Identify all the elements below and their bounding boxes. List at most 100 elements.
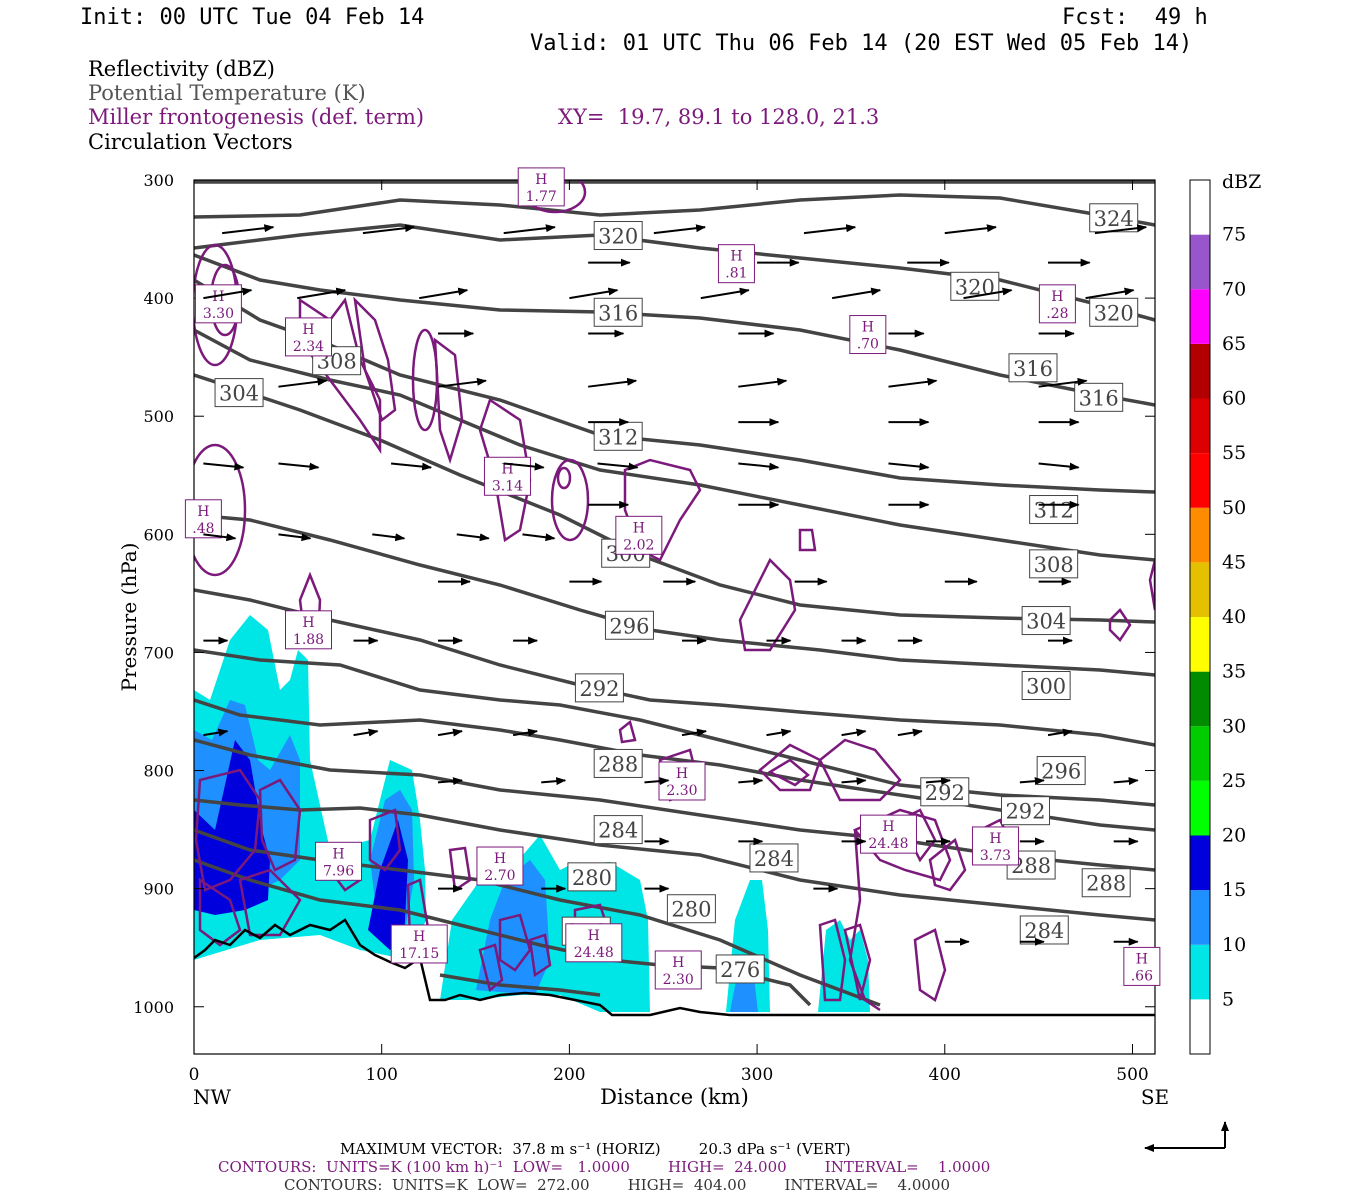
- vector-arrow: [437, 728, 463, 737]
- frontogenesis-highs: H1.77H3.30H2.34H.81H.28H.70H3.14H2.02H.4…: [184, 167, 1161, 990]
- y-tick-label: 400: [143, 289, 174, 308]
- theta-label: 304: [1021, 606, 1071, 636]
- colorbar-swatch: [1190, 835, 1210, 891]
- vector-arrow: [738, 462, 780, 471]
- colorbar-label: 30: [1222, 715, 1246, 737]
- vector-arrow: [766, 728, 792, 737]
- colorbar-label: 40: [1222, 606, 1246, 628]
- svg-text:H: H: [989, 831, 1001, 847]
- svg-text:2.30: 2.30: [663, 972, 694, 988]
- svg-text:2.70: 2.70: [484, 868, 515, 884]
- frontogenesis-high: H.48: [184, 499, 222, 539]
- theta-label: 296: [604, 610, 654, 640]
- svg-text:284: 284: [1024, 919, 1064, 943]
- reflectivity-shading: [194, 615, 870, 1012]
- reflectivity-5dbz-3: [726, 880, 770, 1012]
- theta-label: 304: [214, 378, 264, 408]
- svg-text:276: 276: [720, 958, 760, 982]
- reflectivity-15dbz-2: [368, 820, 408, 950]
- theta-label: 284: [749, 843, 799, 873]
- frontogenesis-high: H3.14: [483, 456, 531, 496]
- theta-label: 288: [1006, 850, 1056, 880]
- cross-section-endpoints: XY= 19.7, 89.1 to 128.0, 21.3: [558, 105, 880, 129]
- colorbar-swatch: [1190, 398, 1210, 454]
- colorbar-frame: [1189, 179, 1211, 1055]
- svg-text:.70: .70: [857, 337, 879, 353]
- legend-frontogenesis: Miller frontogenesis (def. term): [88, 105, 425, 129]
- theta-label: 320: [950, 271, 1000, 301]
- svg-text:3.30: 3.30: [203, 306, 234, 322]
- svg-text:300: 300: [606, 542, 646, 566]
- vector-arrow: [738, 777, 764, 786]
- svg-text:308: 308: [1034, 553, 1074, 577]
- frontogenesis-high: H2.02: [615, 515, 663, 555]
- theta-label: 288: [593, 748, 643, 778]
- vector-arrow: [700, 287, 750, 300]
- x-tick-label: 100: [365, 1065, 397, 1085]
- vector-arrow: [944, 224, 997, 235]
- svg-text:H: H: [676, 766, 688, 782]
- svg-text:320: 320: [1094, 301, 1134, 325]
- theta-label: 276: [715, 954, 765, 984]
- theta-label: 316: [1008, 353, 1058, 383]
- colorbar-label: 5: [1222, 988, 1234, 1010]
- y-axis-label: Pressure (hPa): [117, 543, 141, 692]
- colorbar-label: 75: [1222, 224, 1246, 246]
- y-tick-label: 1000: [133, 998, 174, 1017]
- vector-arrow: [222, 224, 275, 235]
- svg-text:2.34: 2.34: [293, 339, 324, 355]
- vector-arrow: [1113, 777, 1139, 786]
- frontogenesis-high: H2.30: [654, 950, 702, 990]
- svg-text:1.88: 1.88: [293, 632, 324, 648]
- svg-text:296: 296: [609, 614, 649, 638]
- colorbar-label: 60: [1222, 388, 1246, 410]
- x-end-label-se: SE: [1141, 1085, 1169, 1109]
- svg-text:312: 312: [1034, 499, 1074, 523]
- x-tick-label: 500: [1116, 1065, 1148, 1085]
- vector-arrow: [353, 728, 379, 737]
- svg-text:304: 304: [219, 382, 259, 406]
- svg-text:H: H: [302, 322, 314, 338]
- svg-text:H: H: [1051, 289, 1063, 305]
- theta-label: 308: [312, 346, 362, 376]
- svg-text:H: H: [633, 520, 645, 536]
- colorbar-swatch: [1190, 890, 1210, 945]
- svg-text:296: 296: [1041, 760, 1081, 784]
- svg-text:17.15: 17.15: [399, 946, 439, 962]
- init-time: Init: 00 UTC Tue 04 Feb 14: [80, 5, 425, 30]
- frontogenesis-high: H3.30: [194, 284, 242, 324]
- svg-text:304: 304: [1026, 610, 1066, 634]
- svg-text:312: 312: [598, 425, 638, 449]
- axes: 300 400 500 600 700 800 900 1000 0 100 200 300 400 50…: [117, 171, 1169, 1109]
- reflectivity-5dbz-4: [818, 920, 870, 1012]
- y-tick-label: 900: [143, 880, 174, 899]
- colorbar-swatch: [1190, 180, 1210, 235]
- valid-time: Valid: 01 UTC Thu 06 Feb 14 (20 EST Wed …: [530, 31, 1193, 56]
- svg-text:276: 276: [566, 920, 606, 944]
- reflectivity-5dbz-2: [440, 835, 650, 1012]
- plot-frame: [193, 179, 1156, 1055]
- vector-arrow: [437, 777, 464, 786]
- theta-label: 308: [1029, 549, 1079, 579]
- vector-arrow: [897, 728, 923, 737]
- vector-arrow: [1085, 287, 1135, 300]
- forecast-hour: Fcst: 49 h: [1062, 5, 1208, 30]
- theta-label: 280: [567, 862, 617, 892]
- svg-text:H: H: [1136, 951, 1148, 967]
- colorbar-label: 70: [1222, 278, 1246, 300]
- y-tick-label: 500: [143, 407, 174, 426]
- svg-text:H: H: [535, 172, 547, 188]
- colorbar-swatch: [1190, 507, 1210, 563]
- legend-reflectivity: Reflectivity (dBZ): [88, 57, 276, 81]
- vector-arrow: [278, 533, 312, 542]
- x-tick-label: 200: [553, 1065, 585, 1085]
- vector-arrow: [803, 224, 857, 235]
- svg-text:H: H: [862, 320, 874, 336]
- colorbar: 5 10 15 20 25 30 35 40 45 50 55 60 65 70 75 dBZ: [1189, 171, 1261, 1055]
- svg-text:.66: .66: [1131, 968, 1153, 984]
- vector-arrow: [925, 777, 952, 786]
- theta-label: 316: [1074, 382, 1124, 412]
- vector-arrow: [203, 728, 229, 737]
- theta-label: 284: [1019, 915, 1069, 945]
- colorbar-swatch: [1190, 944, 1210, 1000]
